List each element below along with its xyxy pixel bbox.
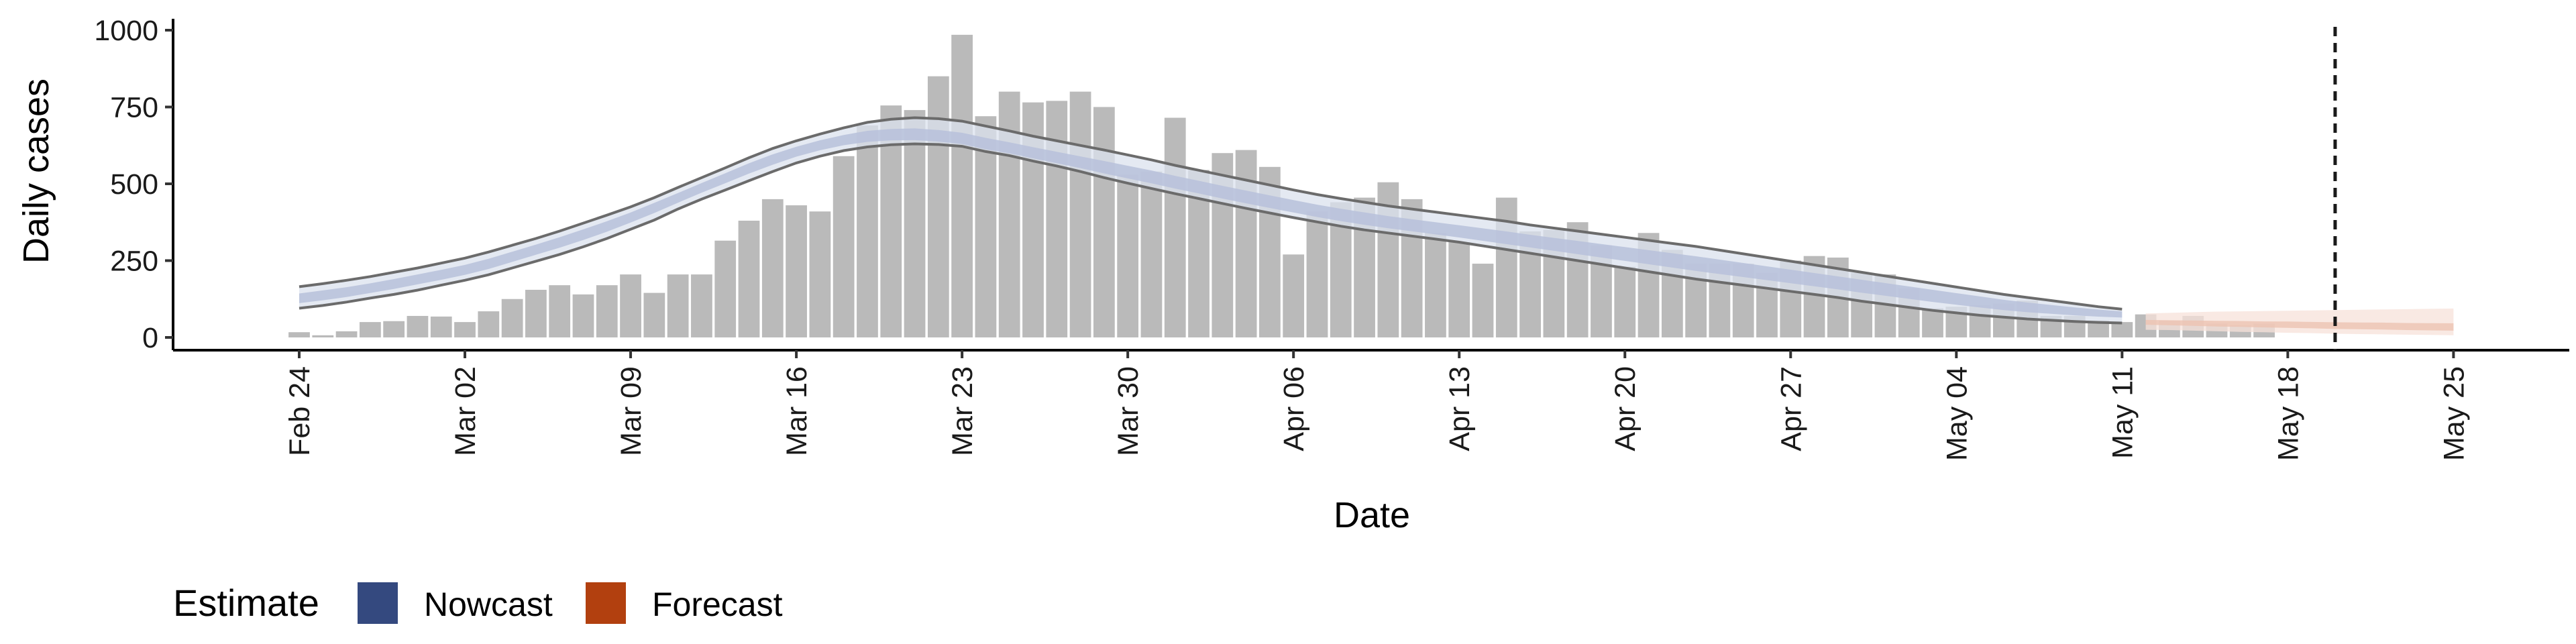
x-axis-title: Date bbox=[1334, 495, 1410, 535]
y-tick-label: 0 bbox=[142, 322, 158, 354]
bar bbox=[335, 331, 358, 337]
nowcast-upper-line bbox=[299, 116, 2123, 311]
y-tick-label: 1000 bbox=[94, 15, 158, 47]
legend-title: Estimate bbox=[173, 582, 319, 624]
nowcast-band-outer bbox=[299, 117, 2123, 323]
y-tick-label: 500 bbox=[110, 168, 158, 201]
bar bbox=[951, 34, 973, 338]
x-tick-label: Apr 20 bbox=[1609, 366, 1642, 451]
nowcast-layer bbox=[299, 116, 2123, 325]
bar bbox=[1093, 107, 1115, 337]
bar bbox=[1140, 171, 1163, 337]
bar bbox=[1614, 266, 1636, 337]
bar bbox=[761, 199, 784, 337]
y-axis-title: Daily cases bbox=[16, 78, 56, 264]
bar bbox=[1472, 264, 1494, 337]
legend-label-nowcast: Nowcast bbox=[424, 586, 553, 623]
x-tick-label: Mar 16 bbox=[781, 366, 813, 456]
bar bbox=[809, 211, 831, 337]
bar bbox=[738, 220, 760, 337]
bar bbox=[1117, 174, 1139, 337]
x-tick-label: Mar 30 bbox=[1112, 366, 1144, 456]
x-tick-label: May 11 bbox=[2106, 366, 2139, 459]
x-tick-label: May 18 bbox=[2272, 366, 2304, 461]
bar bbox=[786, 205, 807, 337]
x-tick-label: Mar 02 bbox=[449, 366, 482, 456]
ticks-layer: 0 250 500 750 1000 Feb 24 Mar 02 Mar 09 Mar 16 Ma… bbox=[94, 15, 2470, 461]
nowcast-band-inner bbox=[299, 128, 2123, 318]
bar bbox=[714, 240, 737, 337]
nowcast-lower-line bbox=[299, 142, 2123, 325]
x-tick-label: Feb 24 bbox=[284, 366, 316, 456]
bar bbox=[430, 316, 452, 337]
forecast-layer bbox=[2145, 308, 2454, 335]
bar bbox=[596, 285, 618, 337]
bar bbox=[454, 322, 476, 337]
bar bbox=[1046, 101, 1068, 337]
bar bbox=[1495, 197, 1517, 337]
bar bbox=[312, 335, 334, 337]
bar bbox=[407, 315, 429, 337]
bar bbox=[549, 285, 571, 337]
y-tick-label: 750 bbox=[110, 92, 158, 124]
x-tick-label: Mar 23 bbox=[947, 366, 979, 456]
bar bbox=[620, 274, 641, 337]
legend-label-forecast: Forecast bbox=[652, 586, 783, 623]
bar bbox=[1069, 91, 1091, 337]
legend: Estimate Nowcast Forecast bbox=[173, 582, 783, 624]
legend-swatch-nowcast bbox=[358, 582, 398, 624]
x-tick-label: May 25 bbox=[2438, 366, 2470, 461]
y-tick-label: 250 bbox=[110, 246, 158, 278]
bar bbox=[927, 76, 949, 337]
legend-swatch-forecast bbox=[586, 582, 626, 624]
bar bbox=[1448, 242, 1470, 337]
bar bbox=[691, 274, 712, 337]
bar bbox=[2111, 322, 2133, 337]
bar bbox=[833, 156, 855, 337]
bar bbox=[904, 110, 926, 337]
bar bbox=[857, 125, 878, 338]
x-tick-label: Mar 09 bbox=[615, 366, 647, 456]
bar bbox=[288, 332, 310, 337]
bar bbox=[572, 294, 594, 337]
bar bbox=[1425, 233, 1446, 337]
x-tick-label: Apr 13 bbox=[1444, 366, 1476, 451]
x-tick-label: Apr 27 bbox=[1775, 366, 1807, 451]
x-tick-label: May 04 bbox=[1941, 366, 1973, 461]
bar bbox=[525, 290, 547, 337]
bar bbox=[501, 299, 523, 337]
bar bbox=[1306, 211, 1328, 337]
bar bbox=[1164, 117, 1186, 337]
bar bbox=[1283, 254, 1305, 337]
forecast-band-inner bbox=[2145, 319, 2454, 331]
x-tick-label: Apr 06 bbox=[1278, 366, 1310, 451]
bar bbox=[1922, 308, 1943, 337]
bar bbox=[643, 292, 665, 337]
bar bbox=[478, 311, 500, 337]
bar bbox=[383, 321, 405, 337]
bar bbox=[667, 274, 689, 337]
bar bbox=[359, 322, 381, 337]
